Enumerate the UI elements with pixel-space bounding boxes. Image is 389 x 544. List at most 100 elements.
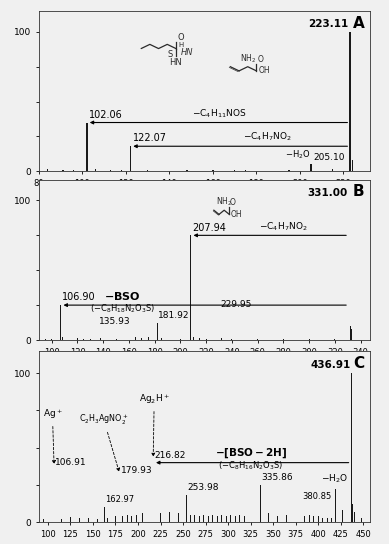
Text: ($-$C$_8$H$_{18}$N$_2$O$_3$S): ($-$C$_8$H$_{18}$N$_2$O$_3$S)	[90, 302, 155, 315]
Text: $-$C$_4$H$_7$NO$_2$: $-$C$_4$H$_7$NO$_2$	[243, 131, 292, 144]
Bar	[127, 515, 128, 522]
Text: 216.82: 216.82	[154, 450, 186, 460]
Text: B: B	[353, 184, 364, 199]
Text: $-$H$_2$O: $-$H$_2$O	[285, 149, 310, 161]
Bar	[148, 337, 149, 340]
Bar	[169, 512, 170, 522]
Bar	[199, 338, 200, 340]
Bar	[115, 516, 116, 522]
Bar	[178, 514, 179, 522]
Bar	[47, 518, 48, 522]
Bar	[212, 515, 213, 522]
Text: Ag$^+$: Ag$^+$	[42, 407, 62, 463]
Bar	[361, 518, 362, 522]
Bar	[173, 338, 174, 340]
Bar	[193, 337, 194, 340]
Bar	[61, 337, 63, 340]
Bar	[77, 338, 78, 340]
Text: ($-$C$_8$H$_{16}$N$_2$O$_3$S): ($-$C$_8$H$_{16}$N$_2$O$_3$S)	[218, 459, 283, 472]
Text: O: O	[177, 33, 184, 41]
Bar	[116, 338, 117, 340]
Bar	[45, 338, 46, 340]
Bar	[190, 515, 191, 522]
Bar	[206, 338, 207, 340]
Bar	[186, 496, 187, 522]
Bar	[61, 518, 62, 522]
Bar	[235, 516, 236, 522]
Bar	[352, 160, 353, 171]
Bar	[310, 164, 312, 171]
Bar	[327, 518, 328, 522]
Bar	[190, 236, 191, 340]
Text: OH: OH	[259, 66, 270, 76]
Bar	[62, 170, 63, 171]
Text: 135.93: 135.93	[99, 317, 131, 326]
Bar	[153, 462, 154, 522]
Bar	[107, 518, 108, 522]
Text: H: H	[178, 42, 183, 48]
Text: 162.97: 162.97	[105, 496, 135, 504]
Bar	[286, 515, 287, 522]
Text: 181.92: 181.92	[158, 312, 190, 320]
Text: NH$_2$: NH$_2$	[240, 52, 256, 65]
Bar	[47, 169, 48, 171]
Bar	[231, 338, 232, 340]
Text: NH$_2$: NH$_2$	[216, 196, 232, 208]
Text: 106.90: 106.90	[62, 292, 96, 302]
Text: C: C	[354, 356, 364, 371]
Bar	[60, 305, 61, 340]
Bar	[212, 170, 214, 171]
Bar	[95, 169, 96, 171]
Bar	[352, 504, 353, 522]
Text: $\mathbf{-[BSO-2H]}$: $\mathbf{-[BSO-2H]}$	[215, 446, 287, 460]
Bar	[121, 170, 122, 171]
Text: HN: HN	[170, 58, 182, 67]
Bar	[194, 515, 195, 522]
Text: 335.86: 335.86	[261, 473, 293, 482]
Text: 122.07: 122.07	[133, 133, 166, 144]
Bar	[318, 516, 319, 522]
Bar	[130, 146, 131, 171]
Bar	[73, 170, 74, 171]
Bar	[304, 516, 305, 522]
Bar	[136, 515, 137, 522]
Text: 106.91: 106.91	[55, 458, 87, 467]
Bar	[221, 515, 222, 522]
Bar	[43, 520, 44, 522]
Bar	[147, 170, 149, 171]
Bar	[203, 515, 204, 522]
Bar	[221, 338, 222, 340]
Text: 207.94: 207.94	[192, 222, 226, 232]
Bar	[283, 338, 284, 340]
Bar	[342, 510, 343, 522]
Bar	[131, 516, 132, 522]
Text: OH: OH	[231, 210, 242, 219]
Bar	[234, 170, 235, 171]
Text: S: S	[167, 50, 173, 59]
Bar	[257, 338, 258, 340]
Text: m/z: m/z	[353, 200, 370, 209]
Text: $-$C$_4$H$_7$NO$_2$: $-$C$_4$H$_7$NO$_2$	[259, 220, 308, 232]
Text: 102.06: 102.06	[89, 110, 123, 120]
Bar	[199, 516, 200, 522]
Bar	[119, 478, 120, 522]
Text: 229.95: 229.95	[220, 300, 252, 310]
Bar	[349, 32, 351, 171]
Bar	[110, 517, 111, 522]
Text: 223.11: 223.11	[308, 19, 348, 29]
Bar	[51, 338, 52, 340]
Bar	[226, 516, 227, 522]
Text: HN: HN	[180, 48, 193, 57]
Bar	[110, 170, 111, 171]
Text: 179.93: 179.93	[121, 466, 152, 474]
Text: O: O	[230, 199, 236, 207]
Text: 436.91: 436.91	[310, 360, 350, 370]
Text: 253.98: 253.98	[187, 484, 219, 492]
Text: Ag$_2$H$^+$: Ag$_2$H$^+$	[139, 392, 170, 456]
Text: $-$C$_4$H$_{11}$NOS: $-$C$_4$H$_{11}$NOS	[192, 107, 247, 120]
Text: C$_2$H$_3$AgNO$_2^+$: C$_2$H$_3$AgNO$_2^+$	[79, 413, 129, 471]
Bar	[350, 326, 351, 340]
Bar	[157, 323, 158, 340]
Bar	[160, 514, 161, 522]
Bar	[208, 516, 209, 522]
